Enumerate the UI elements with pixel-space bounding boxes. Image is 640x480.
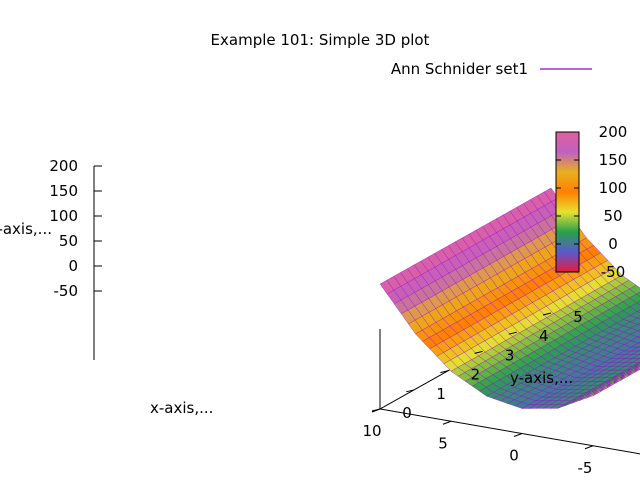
colorbar-tick-label: 200 <box>599 123 628 141</box>
x-tick-label: 0 <box>509 447 519 465</box>
colorbar-tick-label: -50 <box>601 263 626 281</box>
z-tick-label: 200 <box>49 157 78 175</box>
z-tick-label: 100 <box>49 207 78 225</box>
surface-cell <box>636 300 640 306</box>
surface-cell <box>637 329 640 332</box>
colorbar-tick-label: 100 <box>599 179 628 197</box>
z-axis-label: z-axis,... <box>0 220 52 238</box>
surface-cell <box>636 309 640 313</box>
y-tick-label: 0 <box>402 404 412 422</box>
surface-cell <box>633 368 640 373</box>
z-tick-label: 0 <box>68 257 78 275</box>
colorbar-tick-label: 50 <box>603 207 622 225</box>
colorbar-fill <box>555 131 580 273</box>
y-tick-2 <box>440 370 449 374</box>
colorbar-tick-label: 150 <box>599 151 628 169</box>
surface-cell <box>633 364 640 370</box>
x-tick-3 <box>442 420 452 425</box>
y-tick-5 <box>542 312 552 316</box>
y-tick-3 <box>474 350 483 354</box>
colorbar-tick-label: 0 <box>608 235 618 253</box>
x-tick-label: -5 <box>578 459 593 477</box>
surface-cell <box>633 367 640 372</box>
y-tick-4 <box>508 331 517 335</box>
y-tick-label: 1 <box>436 385 446 403</box>
z-tick-label: -50 <box>54 282 79 300</box>
y-tick-label: 4 <box>539 327 549 345</box>
legend-label: Ann Schnider set1 <box>391 60 528 78</box>
surface-cell <box>628 284 640 295</box>
colorbar-ticks: 200 150 100 50 0 -50 <box>556 123 627 281</box>
surface-mesh <box>379 187 640 409</box>
x-tick-label: 5 <box>438 434 448 452</box>
surface-cell <box>636 291 640 297</box>
colorbar: 200 150 100 50 0 -50 <box>555 123 627 281</box>
y-tick-1 <box>406 389 415 393</box>
x-tick-label: 10 <box>362 422 381 440</box>
surface-cell <box>633 366 640 371</box>
z-tick-label: 150 <box>49 182 78 200</box>
chart-title: Example 101: Simple 3D plot <box>211 31 430 49</box>
x-tick-2 <box>513 433 523 437</box>
y-tick-label: 5 <box>573 308 583 326</box>
y-tick-label: 3 <box>505 346 515 364</box>
axes-front <box>93 165 640 455</box>
y-tick-0 <box>371 408 381 412</box>
z-tick-label: 50 <box>59 232 78 250</box>
y-axis-label: y-axis,... <box>510 369 573 387</box>
x-tick-1 <box>584 445 594 450</box>
legend: Ann Schnider set1 <box>391 60 592 78</box>
x-axis-label: x-axis,... <box>150 399 213 417</box>
y-tick-label: 2 <box>471 366 481 384</box>
